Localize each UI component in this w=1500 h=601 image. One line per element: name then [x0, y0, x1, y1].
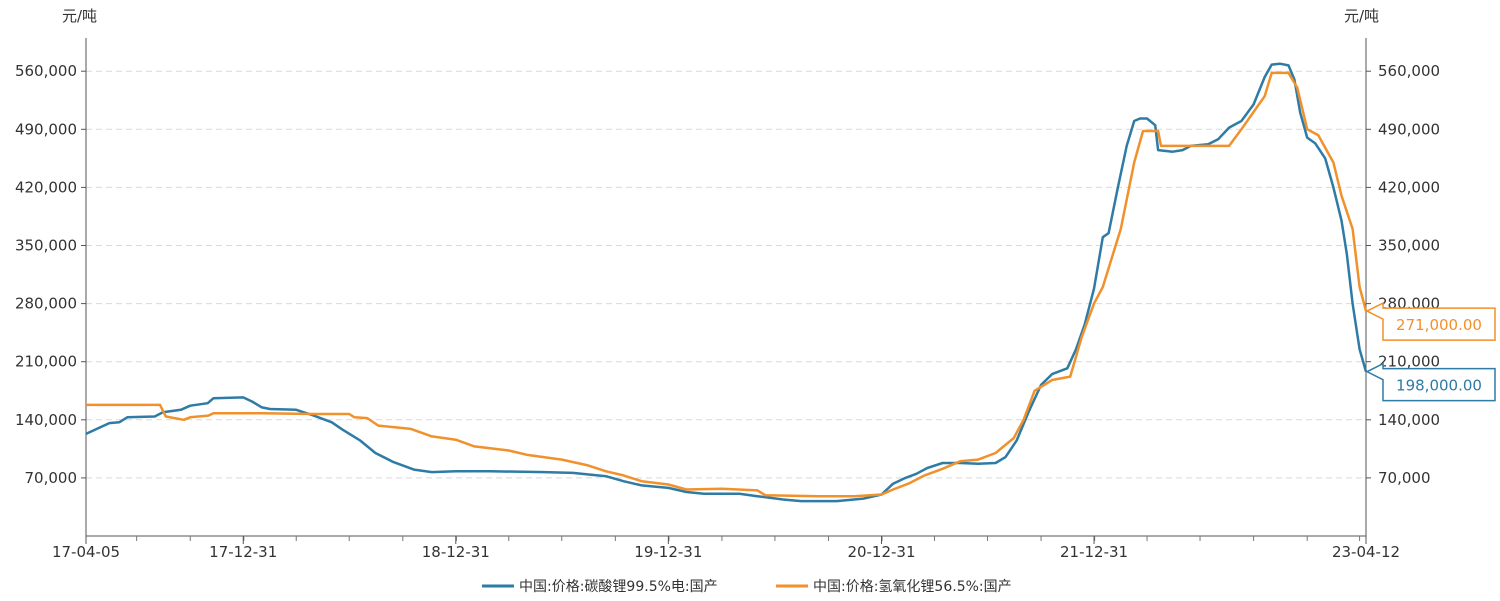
- x-tick-label: 17-04-05: [52, 543, 120, 561]
- x-tick-label: 19-12-31: [634, 543, 702, 561]
- end-labels: 198,000.00 271,000.00: [1365, 301, 1496, 402]
- y-tick-label-left: 350,000: [15, 237, 77, 255]
- gridlines: [86, 70, 1366, 479]
- x-tick-label: 18-12-31: [422, 543, 490, 561]
- left-y-axis: 70,000 140,000 210,000 280,000 350,000 420,00…: [15, 62, 86, 487]
- y-unit-left: 元/吨: [62, 7, 97, 25]
- end-value-label-0: 198,000.00: [1365, 362, 1496, 402]
- x-tick-label: 23-04-12: [1332, 543, 1400, 561]
- y-tick-label-right: 560,000: [1378, 62, 1440, 80]
- x-tick-label: 17-12-31: [209, 543, 277, 561]
- x-axis: 17-04-05 17-12-31 18-12-31 19-12-31 20-12-31…: [52, 536, 1400, 561]
- y-tick-label-left: 70,000: [25, 469, 78, 487]
- x-tick-label: 20-12-31: [847, 543, 915, 561]
- legend[interactable]: 中国:价格:碳酸锂99.5%电:国产 中国:价格:氢氧化锂56.5%:国产: [482, 579, 1012, 595]
- y-tick-label-right: 350,000: [1378, 237, 1440, 255]
- end-value-box: [1365, 362, 1496, 402]
- y-tick-label-right: 140,000: [1378, 411, 1440, 429]
- x-tick-label: 21-12-31: [1060, 543, 1128, 561]
- y-tick-label-left: 490,000: [15, 120, 77, 138]
- y-tick-label-right: 490,000: [1378, 120, 1440, 138]
- axes: [85, 38, 1367, 537]
- y-tick-label-left: 140,000: [15, 411, 77, 429]
- end-value-text: 198,000.00: [1396, 377, 1482, 395]
- end-value-text: 271,000.00: [1396, 316, 1482, 334]
- y-tick-label-left: 280,000: [15, 295, 77, 313]
- series-layer: [85, 62, 1368, 503]
- end-value-label-1: 271,000.00: [1365, 301, 1496, 341]
- y-tick-label-left: 560,000: [15, 62, 77, 80]
- right-y-axis: 70,000140,000210,000280,000350,000420,00…: [1366, 62, 1440, 487]
- y-tick-label-left: 420,000: [15, 178, 77, 196]
- y-tick-label-right: 420,000: [1378, 178, 1440, 196]
- end-value-box: [1365, 301, 1496, 341]
- y-tick-label-left: 210,000: [15, 353, 77, 371]
- y-tick-label-right: 210,000: [1378, 353, 1440, 371]
- legend-label: 中国:价格:碳酸锂99.5%电:国产: [519, 579, 718, 595]
- legend-item-1[interactable]: 中国:价格:氢氧化锂56.5%:国产: [776, 579, 1012, 595]
- y-unit-right: 元/吨: [1344, 7, 1379, 25]
- series-line-1: [86, 71, 1368, 498]
- legend-item-0[interactable]: 中国:价格:碳酸锂99.5%电:国产: [482, 579, 718, 595]
- y-tick-label-right: 70,000: [1378, 469, 1431, 487]
- legend-label: 中国:价格:氢氧化锂56.5%:国产: [813, 579, 1012, 595]
